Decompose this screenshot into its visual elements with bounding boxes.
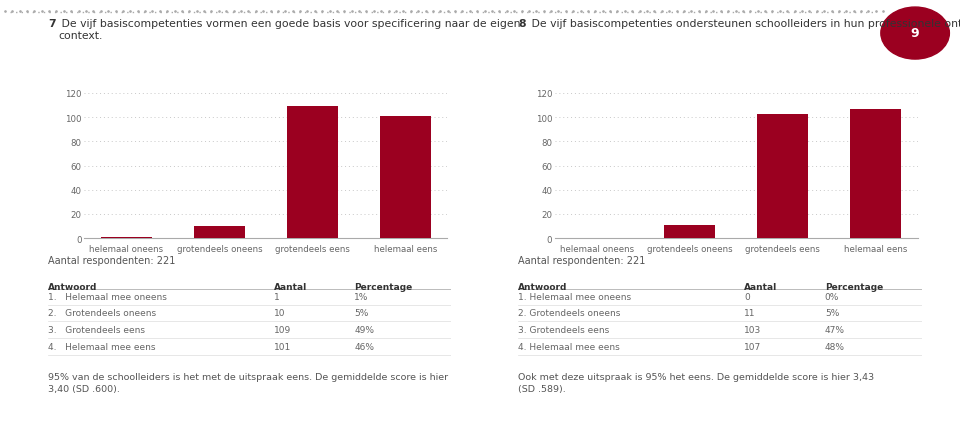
Bar bbox=[101, 237, 152, 239]
Bar bbox=[287, 107, 338, 239]
Text: 10: 10 bbox=[274, 308, 285, 317]
Bar bbox=[851, 109, 901, 239]
Text: 0: 0 bbox=[744, 292, 750, 301]
Text: 103: 103 bbox=[744, 325, 761, 334]
Text: 2. Grotendeels oneens: 2. Grotendeels oneens bbox=[518, 308, 621, 317]
Text: Aantal: Aantal bbox=[274, 282, 307, 291]
Text: 7: 7 bbox=[48, 19, 56, 29]
Bar bbox=[194, 227, 245, 239]
Text: 46%: 46% bbox=[354, 342, 374, 351]
Text: Antwoord: Antwoord bbox=[48, 282, 97, 291]
Text: Ook met deze uitspraak is 95% het eens. De gemiddelde score is hier 3,43
(SD .58: Ook met deze uitspraak is 95% het eens. … bbox=[518, 371, 875, 393]
Text: 2.   Grotendeels oneens: 2. Grotendeels oneens bbox=[48, 308, 156, 317]
Bar bbox=[664, 225, 715, 239]
Circle shape bbox=[881, 8, 949, 60]
Text: 5%: 5% bbox=[825, 308, 839, 317]
Text: 0%: 0% bbox=[825, 292, 839, 301]
Text: Aantal: Aantal bbox=[744, 282, 778, 291]
Text: Aantal respondenten: 221: Aantal respondenten: 221 bbox=[48, 256, 176, 265]
Text: 5%: 5% bbox=[354, 308, 369, 317]
Text: 3. Grotendeels eens: 3. Grotendeels eens bbox=[518, 325, 610, 334]
Text: Percentage: Percentage bbox=[825, 282, 883, 291]
Text: 1: 1 bbox=[274, 292, 279, 301]
Text: 1.   Helemaal mee oneens: 1. Helemaal mee oneens bbox=[48, 292, 167, 301]
Text: 1. Helemaal mee oneens: 1. Helemaal mee oneens bbox=[518, 292, 632, 301]
Text: 47%: 47% bbox=[825, 325, 845, 334]
Text: 107: 107 bbox=[744, 342, 761, 351]
Text: 4. Helemaal mee eens: 4. Helemaal mee eens bbox=[518, 342, 620, 351]
Text: 4.   Helemaal mee eens: 4. Helemaal mee eens bbox=[48, 342, 156, 351]
Text: 8: 8 bbox=[518, 19, 526, 29]
Text: Aantal respondenten: 221: Aantal respondenten: 221 bbox=[518, 256, 646, 265]
Text: De vijf basiscompetenties vormen een goede basis voor specificering naar de eige: De vijf basiscompetenties vormen een goe… bbox=[58, 19, 520, 41]
Text: 11: 11 bbox=[744, 308, 756, 317]
Text: 3.   Grotendeels eens: 3. Grotendeels eens bbox=[48, 325, 145, 334]
Text: De vijf basiscompetenties ondersteunen schoolleiders in hun professionele ontwik: De vijf basiscompetenties ondersteunen s… bbox=[529, 19, 960, 29]
Text: 109: 109 bbox=[274, 325, 291, 334]
Text: 1%: 1% bbox=[354, 292, 369, 301]
Text: 95% van de schoolleiders is het met de uitspraak eens. De gemiddelde score is hi: 95% van de schoolleiders is het met de u… bbox=[48, 371, 448, 393]
Text: Percentage: Percentage bbox=[354, 282, 413, 291]
Text: 101: 101 bbox=[274, 342, 291, 351]
Text: 49%: 49% bbox=[354, 325, 374, 334]
Text: Antwoord: Antwoord bbox=[518, 282, 567, 291]
Text: 48%: 48% bbox=[825, 342, 845, 351]
Bar bbox=[757, 114, 808, 239]
Text: 9: 9 bbox=[911, 27, 920, 40]
Bar bbox=[380, 117, 431, 239]
